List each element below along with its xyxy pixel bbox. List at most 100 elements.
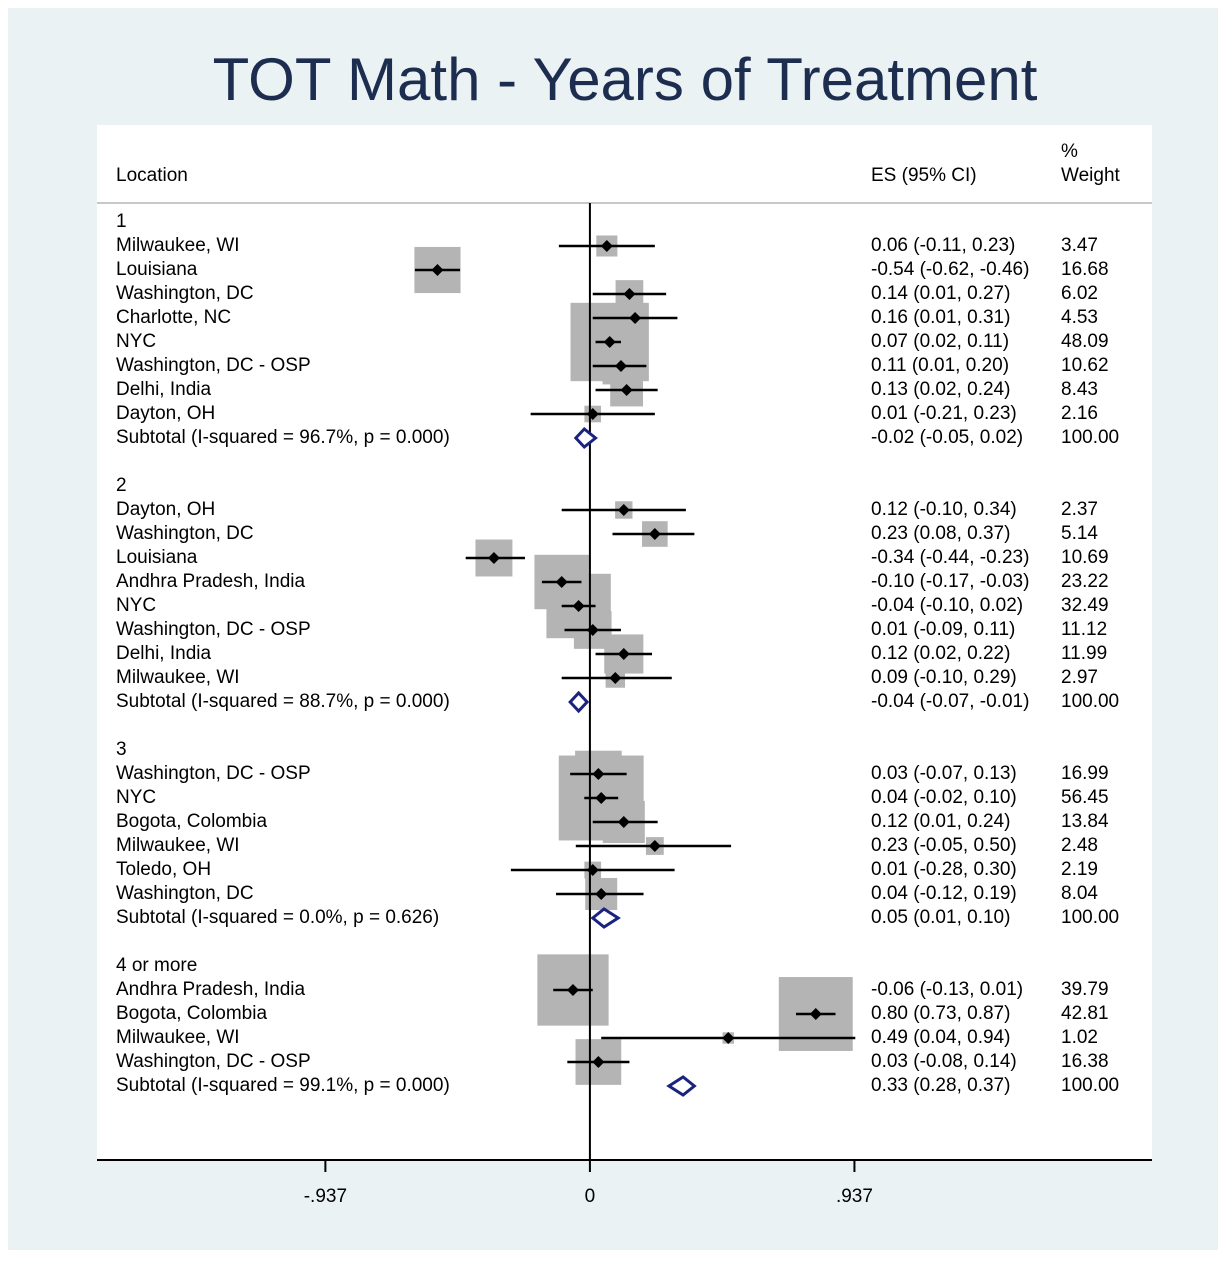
weight-label: 2.37	[1061, 499, 1098, 520]
es-label: -0.54 (-0.62, -0.46)	[871, 259, 1029, 280]
point-estimate	[566, 984, 579, 996]
header-es: ES (95% CI)	[871, 165, 977, 186]
es-label: 0.03 (-0.08, 0.14)	[871, 1051, 1017, 1072]
point-estimate	[722, 1032, 735, 1044]
subtotal-diamond	[590, 907, 621, 929]
header-pct: %	[1061, 141, 1078, 162]
study-label: Dayton, OH	[116, 499, 215, 520]
es-label: 0.33 (0.28, 0.37)	[871, 1075, 1010, 1096]
weight-label: 11.99	[1061, 643, 1107, 664]
weight-label: 42.81	[1061, 1003, 1109, 1024]
study-label: Washington, DC - OSP	[116, 763, 311, 784]
study-label: NYC	[116, 787, 156, 808]
es-label: 0.11 (0.01, 0.20)	[871, 355, 1009, 376]
point-estimate	[595, 792, 608, 804]
subtotal-label: Subtotal (I-squared = 96.7%, p = 0.000)	[116, 427, 450, 448]
es-label: 0.04 (-0.12, 0.19)	[871, 883, 1017, 904]
es-label: -0.34 (-0.44, -0.23)	[871, 547, 1029, 568]
weight-label: 56.45	[1061, 787, 1109, 808]
es-label: 0.80 (0.73, 0.87)	[871, 1003, 1010, 1024]
weight-label: 2.19	[1061, 859, 1098, 880]
subtotal-label: Subtotal (I-squared = 99.1%, p = 0.000)	[116, 1075, 450, 1096]
subtotal-label: Subtotal (I-squared = 0.0%, p = 0.626)	[116, 907, 439, 928]
es-label: 0.05 (0.01, 0.10)	[871, 907, 1010, 928]
weight-label: 16.68	[1061, 259, 1109, 280]
study-label: Louisiana	[116, 547, 198, 568]
subtotal-diamond	[666, 1075, 697, 1097]
weight-label: 4.53	[1061, 307, 1098, 328]
weight-label: 2.16	[1061, 403, 1098, 424]
weight-label: 100.00	[1061, 427, 1119, 448]
point-estimate	[572, 600, 585, 612]
group-label: 4 or more	[116, 955, 197, 976]
study-label: Charlotte, NC	[116, 307, 231, 328]
point-estimate	[617, 648, 630, 660]
point-estimate	[617, 816, 630, 828]
point-estimate	[617, 504, 630, 516]
weight-label: 3.47	[1061, 235, 1098, 256]
study-label: Washington, DC - OSP	[116, 355, 311, 376]
es-label: -0.04 (-0.07, -0.01)	[871, 691, 1029, 712]
weight-label: 100.00	[1061, 691, 1119, 712]
study-label: NYC	[116, 331, 156, 352]
point-estimate	[648, 840, 661, 852]
header-location: Location	[116, 165, 188, 186]
weight-label: 16.38	[1061, 1051, 1109, 1072]
study-label: Dayton, OH	[116, 403, 215, 424]
es-label: 0.23 (0.08, 0.37)	[871, 523, 1010, 544]
study-label: Washington, DC - OSP	[116, 1051, 311, 1072]
weight-label: 8.04	[1061, 883, 1098, 904]
weight-label: 100.00	[1061, 1075, 1119, 1096]
study-label: Andhra Pradesh, India	[116, 571, 306, 592]
subtotal-diamond	[573, 426, 598, 450]
point-estimate	[623, 288, 636, 300]
study-label: Bogota, Colombia	[116, 811, 267, 832]
point-estimate	[586, 624, 599, 636]
study-label: Bogota, Colombia	[116, 1003, 267, 1024]
study-label: Milwaukee, WI	[116, 667, 240, 688]
weight-label: 32.49	[1061, 595, 1109, 616]
study-label: Toledo, OH	[116, 859, 211, 880]
study-label: Washington, DC	[116, 883, 254, 904]
weight-label: 16.99	[1061, 763, 1109, 784]
es-label: 0.23 (-0.05, 0.50)	[871, 835, 1017, 856]
weight-label: 100.00	[1061, 907, 1119, 928]
point-estimate	[592, 1056, 605, 1068]
es-label: 0.01 (-0.09, 0.11)	[871, 619, 1015, 640]
point-estimate	[809, 1008, 822, 1020]
layer-marks	[414, 240, 856, 1097]
es-label: 0.01 (-0.21, 0.23)	[871, 403, 1017, 424]
weight-label: 39.79	[1061, 979, 1109, 1000]
es-label: 0.12 (0.02, 0.22)	[871, 643, 1010, 664]
x-tick-label: -.937	[304, 1186, 347, 1207]
weight-label: 1.02	[1061, 1027, 1098, 1048]
subtotal-diamond	[568, 690, 590, 714]
weight-label: 10.69	[1061, 547, 1109, 568]
point-estimate	[586, 864, 599, 876]
study-label: Milwaukee, WI	[116, 1027, 240, 1048]
point-estimate	[586, 408, 599, 420]
study-label: Delhi, India	[116, 643, 211, 664]
es-label: -0.02 (-0.05, 0.02)	[871, 427, 1023, 448]
es-label: 0.12 (0.01, 0.24)	[871, 811, 1010, 832]
es-label: -0.04 (-0.10, 0.02)	[871, 595, 1023, 616]
point-estimate	[629, 312, 642, 324]
group-label: 2	[116, 475, 127, 496]
point-estimate	[614, 360, 627, 372]
weight-label: 13.84	[1061, 811, 1109, 832]
weight-label: 2.48	[1061, 835, 1098, 856]
es-label: 0.13 (0.02, 0.24)	[871, 379, 1010, 400]
es-label: -0.06 (-0.13, 0.01)	[871, 979, 1023, 1000]
weight-label: 10.62	[1061, 355, 1109, 376]
study-label: NYC	[116, 595, 156, 616]
es-label: 0.16 (0.01, 0.31)	[871, 307, 1010, 328]
point-estimate	[595, 888, 608, 900]
weight-label: 5.14	[1061, 523, 1098, 544]
study-label: Louisiana	[116, 259, 198, 280]
study-label: Washington, DC	[116, 283, 254, 304]
x-tick-label: .937	[836, 1186, 873, 1207]
es-label: 0.49 (0.04, 0.94)	[871, 1027, 1010, 1048]
study-label: Andhra Pradesh, India	[116, 979, 306, 1000]
